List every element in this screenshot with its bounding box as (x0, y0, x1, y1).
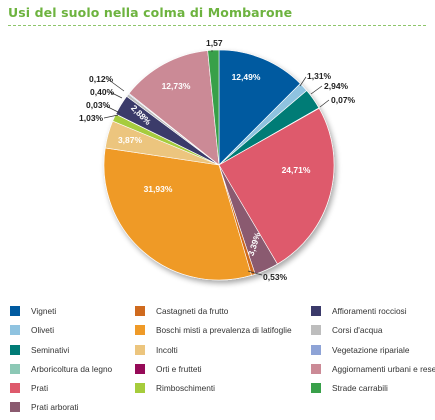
legend-swatch (10, 306, 20, 316)
legend-swatch (135, 325, 145, 335)
legend-item-vegetazione-ripariale: Vegetazione ripariale (311, 344, 410, 356)
data-label-vigneti: 12,49% (232, 72, 261, 82)
legend-swatch (10, 383, 20, 393)
data-label-prati: 24,71% (282, 165, 311, 175)
data-label-seminativi: 2,94% (324, 81, 349, 91)
pie-slice-vigneti (218, 49, 301, 166)
legend-swatch (10, 345, 20, 355)
legend-swatch (135, 383, 145, 393)
legend-item-orti-e-frutteti: Orti e frutteti (135, 363, 202, 375)
legend-item-aggiornamenti-urbani-e-reseti: Aggiornamenti urbani e reseti (311, 363, 435, 375)
legend-label: Seminativi (31, 345, 70, 355)
legend-label: Vegetazione ripariale (332, 345, 410, 355)
legend-label: Aggiornamenti urbani e reseti (332, 364, 435, 374)
leader-line-corsi-d-acqua (109, 91, 123, 99)
legend-item-prati-arborati: Prati arborati (10, 401, 79, 413)
leader-line-vegetazione-ripariale (108, 79, 125, 92)
legend-swatch (311, 325, 321, 335)
legend-label: Prati arborati (31, 402, 79, 412)
data-label-rimboschimenti: 1,03% (79, 113, 104, 123)
data-label-castagneti-da-frutto: 0,53% (263, 272, 288, 282)
legend-item-vigneti: Vigneti (10, 305, 56, 317)
legend-item-arboricoltura-da-legno: Arboricoltura da legno (10, 363, 112, 375)
legend-swatch (311, 383, 321, 393)
legend-swatch (135, 345, 145, 355)
legend-item-incolti: Incolti (135, 344, 178, 356)
legend-label: Incolti (156, 345, 178, 355)
legend-item-strade-carrabili: Strade carrabili (311, 382, 388, 394)
legend-label: Prati (31, 383, 49, 393)
legend-label: Boschi misti a prevalenza di latifoglie (156, 325, 292, 335)
pie-slice-boschi-misti-a-prevalenza-di-latifoglie (103, 147, 252, 281)
leader-line-seminativi (310, 85, 323, 95)
legend-label: Affioramenti rocciosi (332, 306, 407, 316)
legend-swatch (10, 402, 20, 412)
legend-label: Orti e frutteti (156, 364, 202, 374)
data-label-orti-e-frutteti: 0,03% (86, 100, 111, 110)
data-label-arboricoltura-da-legno: 0,07% (331, 95, 356, 105)
legend-item-prati: Prati (10, 382, 48, 394)
legend-label: Castagneti da frutto (156, 306, 229, 316)
pie-slice-prati (218, 107, 335, 265)
legend-swatch (311, 345, 321, 355)
title-divider (8, 25, 426, 26)
leader-line-arboricoltura-da-legno (319, 99, 330, 108)
leader-line-oliveti (299, 76, 307, 87)
legend-swatch (311, 364, 321, 374)
legend-swatch (10, 364, 20, 374)
legend-label: Arboricoltura da legno (31, 364, 113, 374)
chart-title: Usi del suolo nella colma di Mombarone (8, 5, 293, 20)
data-label-vegetazione-ripariale: 0,12% (89, 74, 114, 84)
legend-label: Rimboschimenti (156, 383, 216, 393)
legend-item-seminativi: Seminativi (10, 344, 69, 356)
legend-item-affioramenti-rocciosi: Affioramenti rocciosi (311, 305, 407, 317)
pie-slice-aggiornamenti-urbani-e-reseti (128, 50, 220, 166)
leader-line-rimboschimenti (103, 114, 119, 119)
data-label-corsi-d-acqua: 0,40% (90, 87, 115, 97)
data-label-strade-carrabili: 1,57 (206, 38, 223, 48)
data-label-oliveti: 1,31% (307, 71, 332, 81)
leader-line-orti-e-frutteti (105, 105, 121, 114)
legend-swatch (135, 306, 145, 316)
data-label-aggiornamenti-urbani-e-reseti: 12,73% (162, 81, 191, 91)
legend-label: Corsi d'acqua (332, 325, 383, 335)
legend-swatch (135, 364, 145, 374)
legend-item-oliveti: Oliveti (10, 324, 54, 336)
pie-slice-strade-carrabili (207, 49, 220, 166)
legend-item-corsi-d-acqua: Corsi d'acqua (311, 324, 382, 336)
legend-swatch (10, 325, 20, 335)
leader-line-castagneti-da-frutto (247, 270, 263, 276)
legend-label: Strade carrabili (332, 383, 388, 393)
legend-item-castagneti-da-frutto: Castagneti da frutto (135, 305, 228, 317)
data-label-boschi-misti-a-prevalenza-di-latifoglie: 31,93% (144, 184, 173, 194)
legend-label: Oliveti (31, 325, 55, 335)
legend-item-rimboschimenti: Rimboschimenti (135, 382, 215, 394)
legend-swatch (311, 306, 321, 316)
legend-label: Vigneti (31, 306, 57, 316)
legend-item-boschi-misti-a-prevalenza-di-latifoglie: Boschi misti a prevalenza di latifoglie (135, 324, 292, 336)
data-label-incolti: 3,87% (118, 135, 143, 145)
